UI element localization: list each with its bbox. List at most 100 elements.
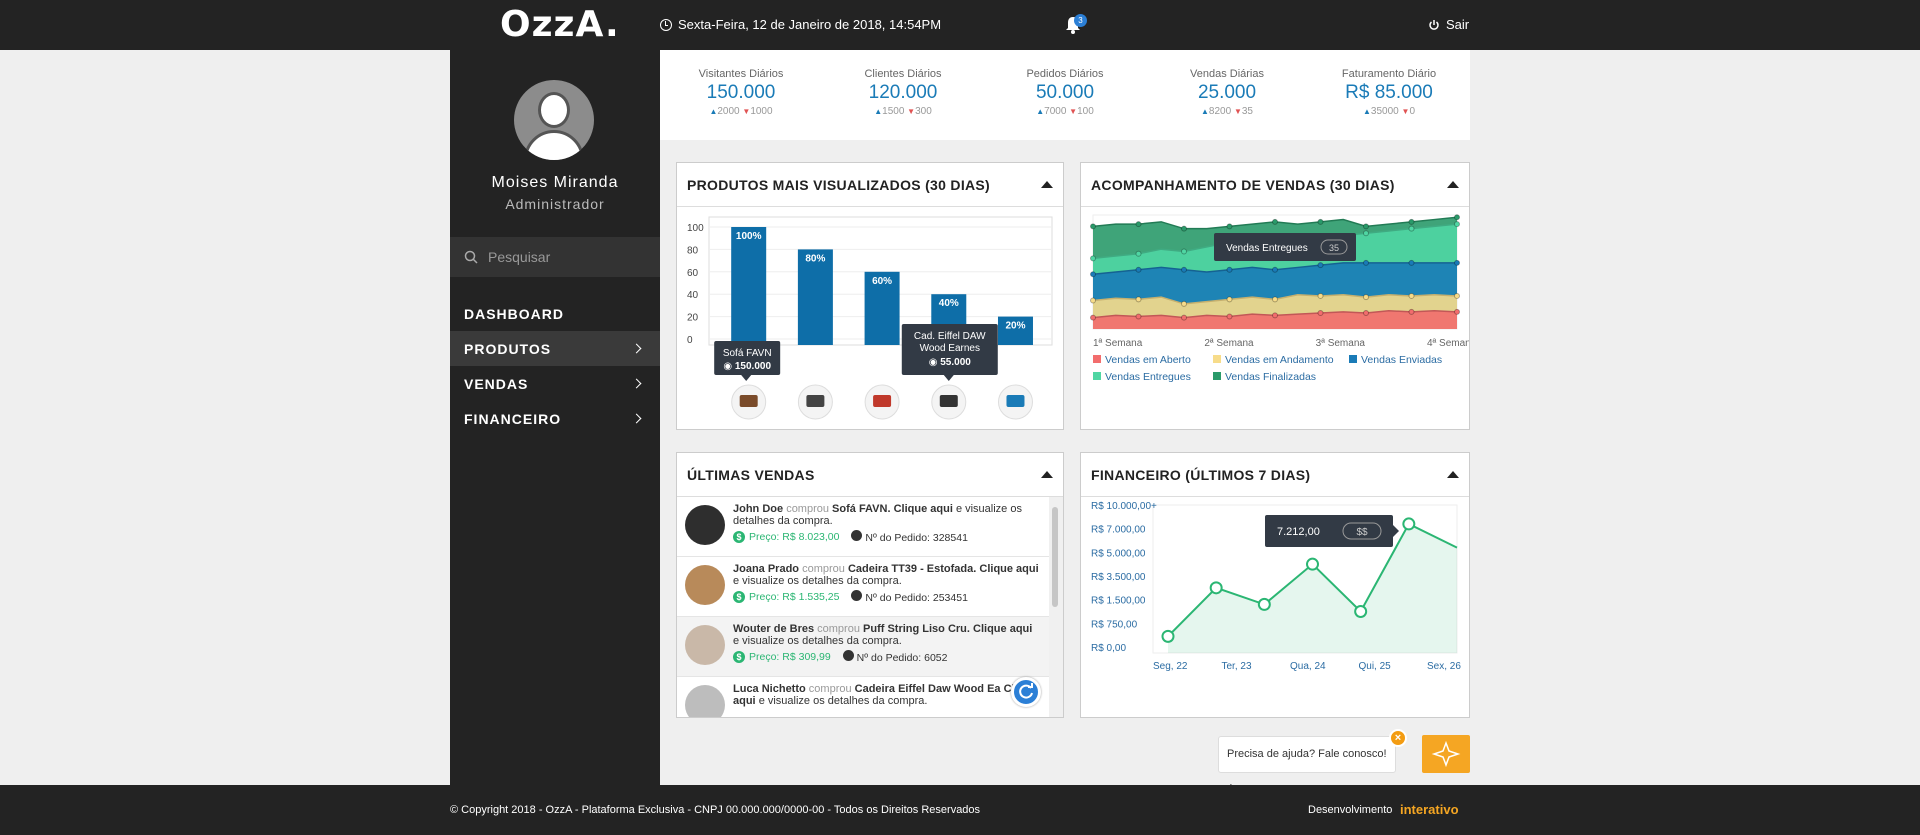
y-tick-label: R$ 1.500,00 [1091, 596, 1146, 607]
x-tick-label: 2ª Semana [1204, 338, 1254, 349]
series-point [1257, 597, 1271, 611]
list-item[interactable]: John Doe comprou Sofá FAVN. Clique aqui … [677, 497, 1049, 557]
logo[interactable]: OzzA. [500, 4, 620, 45]
sales-tracking-panel: ACOMPANHAMENTO DE VENDAS (30 DIAS) 1ª Se… [1080, 162, 1470, 430]
stat-clientes: Clientes Diários 120.000 ▲1500 ▼300 [828, 68, 978, 117]
product-icon [1006, 395, 1025, 407]
tooltip-title: Sofá FAVN [723, 348, 772, 359]
close-icon[interactable]: × [1389, 729, 1407, 747]
tooltip-badge [1342, 522, 1382, 540]
series-point [1408, 308, 1415, 315]
series-point [1181, 314, 1187, 321]
dev-brand[interactable]: interativo [1400, 802, 1459, 817]
series-point [1454, 221, 1460, 228]
sidebar-item-produtos[interactable]: PRODUTOS [450, 331, 660, 366]
stat-up: 2000 [717, 106, 740, 117]
x-tick-label: Ter, 23 [1222, 661, 1252, 672]
stat-label: Visitantes Diários [698, 68, 784, 80]
user-avatar[interactable] [514, 80, 594, 160]
order-icon [851, 530, 863, 541]
buyer-name: Luca Nichetto [733, 683, 806, 695]
series-point [1363, 223, 1369, 230]
legend-label: Vendas em Aberto [1105, 354, 1191, 366]
avatar [685, 505, 725, 545]
y-tick-label: 60 [687, 268, 699, 279]
stat-pedidos: Pedidos Diários 50.000 ▲7000 ▼100 [990, 68, 1140, 117]
stat-down: 0 [1409, 106, 1415, 117]
sale-link[interactable]: Clique aqui [979, 563, 1039, 575]
series-point [1090, 223, 1096, 230]
series-point [1181, 266, 1187, 273]
user-role: Administrador [505, 196, 605, 212]
series-point [1454, 214, 1460, 221]
tooltip-arrow [943, 375, 954, 381]
panel-header: PRODUTOS MAIS VISUALIZADOS (30 DIAS) [677, 163, 1063, 207]
help-button[interactable] [1422, 735, 1470, 773]
avatar [685, 685, 725, 717]
help-bubble[interactable]: Precisa de ajuda? Fale conosco! ;) [1218, 736, 1396, 795]
series-point [1090, 297, 1096, 304]
sale-price: Preço: R$ 8.023,00 [749, 531, 840, 543]
y-tick-label: R$ 7.000,00 [1091, 525, 1146, 536]
sidebar-item-label: DASHBOARD [464, 305, 564, 322]
y-tick-label: 80 [687, 245, 699, 256]
series-area [1168, 523, 1457, 653]
sidebar-item-dashboard[interactable]: DASHBOARD [450, 296, 660, 331]
dollar-icon: $ [733, 651, 745, 663]
sales-area-chart: 1ª Semana 2ª Semana 3ª Semana 4ª Semana Vend… [1090, 214, 1469, 383]
bar-label: 20% [1005, 321, 1025, 332]
sale-order: Nº do Pedido: 6052 [856, 652, 948, 664]
sale-link[interactable]: Clique aqui [893, 503, 953, 515]
list-item[interactable]: Luca Nichetto comprou Cadeira Eiffel Daw… [677, 677, 1049, 717]
avatar [685, 565, 725, 605]
panel-title: ÚLTIMAS VENDAS [687, 466, 815, 483]
collapse-icon[interactable] [1041, 471, 1053, 478]
user-name: Moises Miranda [491, 174, 619, 191]
tooltip-value: ◉ 55.000 [929, 357, 972, 368]
chevron-right-icon [631, 378, 642, 389]
refresh-button[interactable] [1011, 677, 1041, 707]
collapse-icon[interactable] [1041, 181, 1053, 188]
x-tick-label: 4ª Semana [1427, 338, 1469, 349]
footer: © Copyright 2018 - OzzA - Plataforma Exc… [0, 785, 1920, 835]
collapse-icon[interactable] [1447, 471, 1459, 478]
list-item[interactable]: Joana Prado comprou Cadeira TT39 - Estof… [677, 557, 1049, 617]
series-point [1454, 259, 1460, 266]
stat-label: Clientes Diários [864, 68, 942, 80]
panel-title: ACOMPANHAMENTO DE VENDAS (30 DIAS) [1091, 176, 1395, 193]
series-point [1090, 271, 1096, 278]
sale-link[interactable]: Clique aqui [973, 623, 1033, 635]
notification-badge: 3 [1074, 14, 1087, 27]
stat-down: 300 [915, 106, 932, 117]
y-tick-label: R$ 750,00 [1091, 619, 1138, 630]
top-bar: OzzA. Sexta-Feira, 12 de Janeiro de 2018… [0, 0, 1920, 50]
sidebar-item-vendas[interactable]: VENDAS [450, 366, 660, 401]
legend-swatch [1213, 372, 1221, 380]
sale-product: Cadeira TT39 - Estofada. [847, 563, 977, 575]
y-tick-label: 40 [687, 290, 699, 301]
collapse-icon[interactable] [1447, 181, 1459, 188]
y-tick-label: R$ 0,00 [1091, 643, 1126, 654]
sale-verb: comprou [817, 623, 860, 635]
legend-label: Vendas Enviadas [1361, 354, 1442, 366]
sidebar-item-financeiro[interactable]: FINANCEIRO [450, 401, 660, 436]
series-point [1209, 581, 1223, 595]
last-sales-list: John Doe comprou Sofá FAVN. Clique aqui … [677, 497, 1049, 717]
sale-order: Nº do Pedido: 253451 [865, 592, 968, 604]
sale-rest: e visualize os detalhes da compra. [733, 635, 902, 647]
search-input[interactable] [488, 249, 638, 265]
scrollbar[interactable] [1049, 497, 1063, 717]
list-item[interactable]: Wouter de Bres comprou Puff String Liso … [677, 617, 1049, 677]
sale-order: Nº do Pedido: 328541 [865, 532, 968, 544]
series-point [1272, 218, 1278, 225]
sidebar-nav: DASHBOARD PRODUTOS VENDAS FINANCEIRO [450, 296, 660, 436]
tooltip-arrow [1393, 525, 1399, 537]
series-point [1272, 296, 1278, 303]
logout-button[interactable]: Sair [1428, 17, 1469, 32]
search-icon [464, 250, 478, 264]
copyright: © Copyright 2018 - OzzA - Plataforma Exc… [450, 804, 981, 816]
chevron-right-icon [631, 413, 642, 424]
sale-rest: e visualize os detalhes da compra. [733, 575, 902, 587]
dev-label: Desenvolvimento [1308, 804, 1393, 816]
tooltip-title: Wood Earnes [920, 343, 980, 354]
